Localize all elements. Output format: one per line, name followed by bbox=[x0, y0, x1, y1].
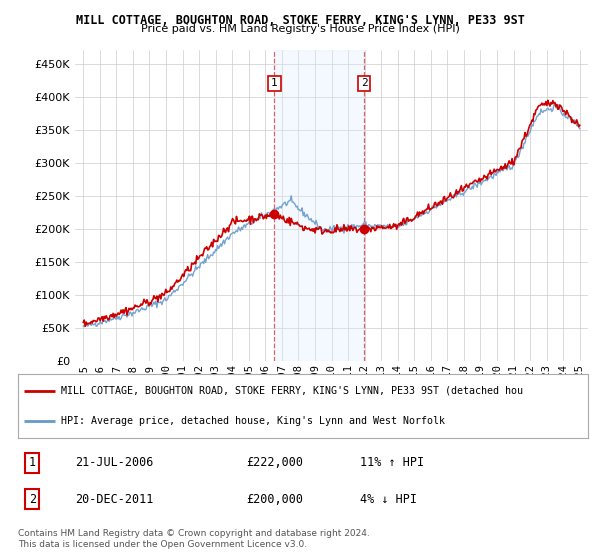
Text: 21-JUL-2006: 21-JUL-2006 bbox=[75, 456, 154, 469]
Text: MILL COTTAGE, BOUGHTON ROAD, STOKE FERRY, KING'S LYNN, PE33 9ST: MILL COTTAGE, BOUGHTON ROAD, STOKE FERRY… bbox=[76, 14, 524, 27]
Text: 1: 1 bbox=[29, 456, 36, 469]
Text: HPI: Average price, detached house, King's Lynn and West Norfolk: HPI: Average price, detached house, King… bbox=[61, 416, 445, 426]
Text: 2: 2 bbox=[29, 493, 36, 506]
Text: 11% ↑ HPI: 11% ↑ HPI bbox=[360, 456, 424, 469]
Text: Contains HM Land Registry data © Crown copyright and database right 2024.: Contains HM Land Registry data © Crown c… bbox=[18, 529, 370, 538]
Text: 4% ↓ HPI: 4% ↓ HPI bbox=[360, 493, 417, 506]
Text: £222,000: £222,000 bbox=[246, 456, 303, 469]
Text: 20-DEC-2011: 20-DEC-2011 bbox=[75, 493, 154, 506]
Text: 2: 2 bbox=[361, 78, 367, 88]
Text: 1: 1 bbox=[271, 78, 278, 88]
Text: £200,000: £200,000 bbox=[246, 493, 303, 506]
Text: Price paid vs. HM Land Registry's House Price Index (HPI): Price paid vs. HM Land Registry's House … bbox=[140, 24, 460, 34]
Bar bbox=[274, 50, 364, 361]
Text: MILL COTTAGE, BOUGHTON ROAD, STOKE FERRY, KING'S LYNN, PE33 9ST (detached hou: MILL COTTAGE, BOUGHTON ROAD, STOKE FERRY… bbox=[61, 386, 523, 396]
Text: This data is licensed under the Open Government Licence v3.0.: This data is licensed under the Open Gov… bbox=[18, 540, 307, 549]
